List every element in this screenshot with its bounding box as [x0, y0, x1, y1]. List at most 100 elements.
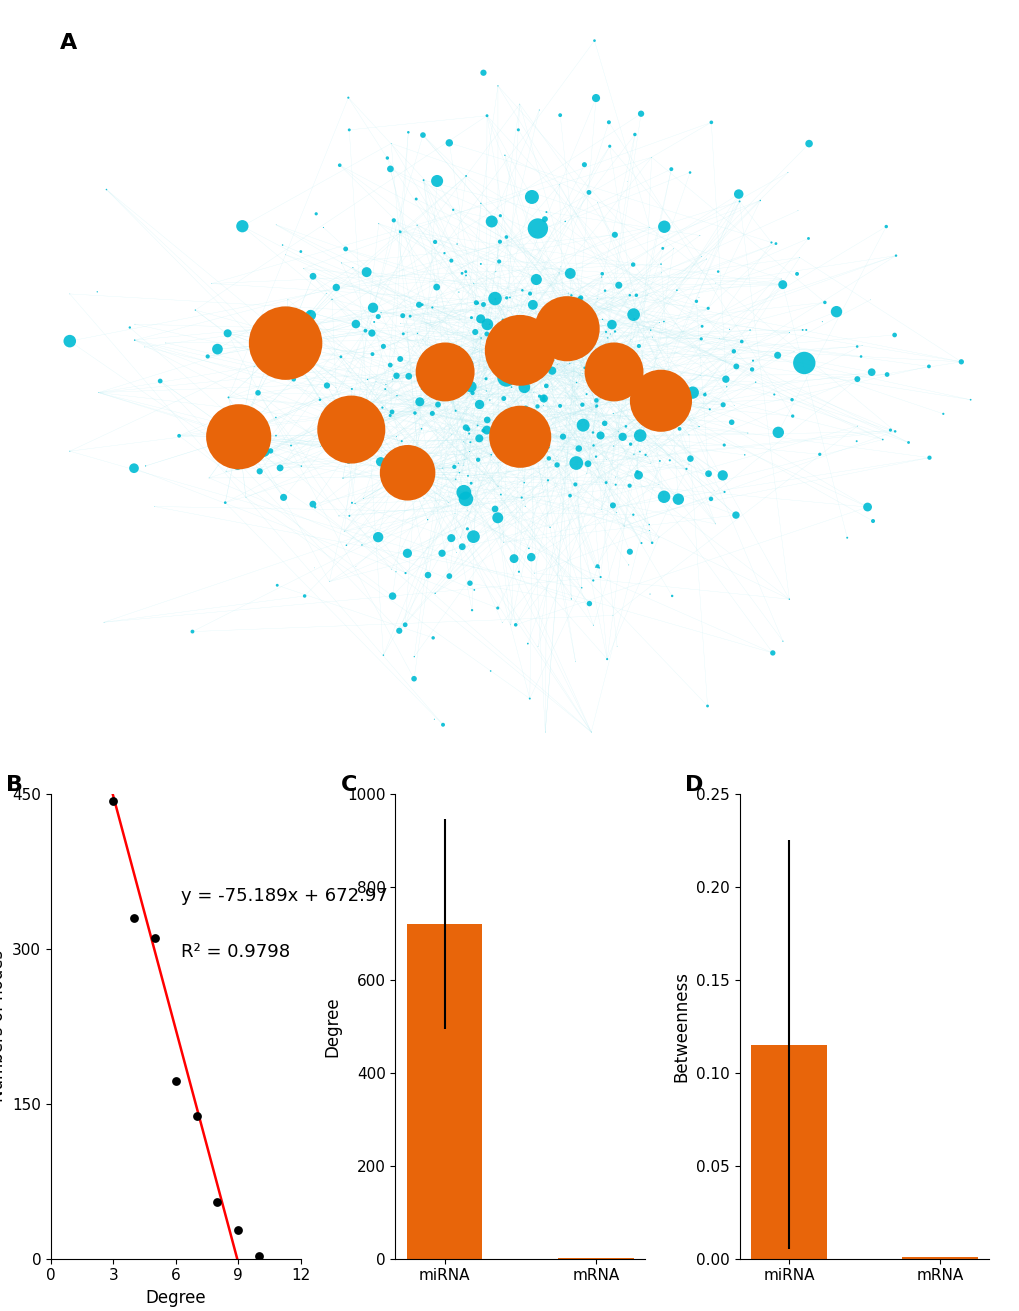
- Point: [523, 421, 539, 442]
- Point: [296, 336, 312, 357]
- Point: [319, 375, 335, 396]
- Point: [341, 506, 358, 527]
- Point: [434, 458, 450, 479]
- Point: [568, 321, 584, 342]
- Point: [596, 281, 612, 302]
- Point: [608, 502, 625, 523]
- Point: [447, 469, 464, 490]
- Point: [680, 425, 696, 446]
- Point: [343, 379, 360, 400]
- Point: [655, 311, 672, 332]
- Point: [489, 75, 505, 96]
- Point: [492, 206, 508, 227]
- Point: [586, 30, 602, 51]
- Point: [526, 562, 542, 583]
- Point: [263, 312, 279, 333]
- Point: [642, 320, 658, 341]
- Point: [717, 368, 734, 389]
- Point: [952, 351, 968, 372]
- Point: [539, 311, 555, 332]
- Point: [593, 266, 609, 287]
- Point: [628, 423, 644, 444]
- Point: [493, 612, 510, 633]
- Point: [796, 353, 812, 374]
- Point: [848, 336, 864, 357]
- Point: [397, 562, 414, 583]
- Point: [800, 134, 816, 155]
- Point: [548, 354, 565, 375]
- Point: [427, 583, 443, 604]
- Point: [289, 336, 306, 357]
- Point: [478, 105, 494, 126]
- Point: [580, 182, 596, 203]
- Point: [576, 155, 592, 176]
- Point: [409, 215, 425, 236]
- Point: [618, 416, 634, 437]
- Point: [552, 256, 569, 277]
- Point: [849, 368, 865, 389]
- Point: [535, 385, 551, 406]
- Point: [769, 422, 786, 443]
- Point: [517, 496, 533, 517]
- Point: [615, 515, 632, 536]
- Point: [440, 492, 457, 513]
- Point: [385, 210, 401, 231]
- Point: [877, 216, 894, 237]
- Point: [587, 446, 603, 467]
- Point: [498, 371, 515, 392]
- Point: [688, 291, 704, 312]
- Point: [368, 371, 384, 392]
- Point: [789, 201, 805, 222]
- Point: [678, 459, 694, 480]
- Point: [663, 586, 680, 607]
- Point: [531, 100, 547, 121]
- Point: [486, 498, 502, 519]
- Point: [454, 455, 471, 476]
- Point: [375, 336, 391, 357]
- Point: [303, 304, 319, 325]
- Point: [692, 328, 708, 349]
- Point: [540, 299, 556, 320]
- Point: [126, 907, 143, 928]
- Point: [516, 376, 532, 397]
- Point: [450, 282, 467, 303]
- Point: [370, 305, 386, 326]
- Point: [811, 444, 827, 465]
- Point: [641, 583, 657, 604]
- Point: [494, 532, 511, 553]
- Point: [512, 340, 528, 361]
- Point: [434, 714, 450, 735]
- Point: [528, 269, 544, 290]
- Point: [701, 464, 717, 485]
- Point: [469, 292, 485, 313]
- Point: [620, 380, 636, 401]
- Point: [578, 463, 594, 484]
- Point: [61, 440, 77, 461]
- Point: [559, 283, 576, 304]
- Point: [138, 455, 154, 476]
- Point: [450, 463, 467, 484]
- Point: [415, 125, 431, 146]
- Point: [592, 566, 608, 587]
- Point: [430, 359, 446, 380]
- Point: [574, 395, 590, 416]
- Point: [751, 190, 767, 211]
- X-axis label: Degree: Degree: [146, 1289, 206, 1307]
- Point: [589, 288, 605, 309]
- Point: [574, 363, 590, 384]
- Point: [610, 388, 627, 409]
- Point: [489, 476, 505, 497]
- Point: [512, 311, 528, 332]
- Point: [934, 404, 951, 425]
- Point: [568, 372, 584, 393]
- Point: [439, 387, 455, 408]
- Point: [739, 422, 755, 443]
- Point: [262, 440, 278, 461]
- Point: [487, 261, 503, 282]
- Point: [256, 440, 272, 461]
- Point: [710, 328, 727, 349]
- Point: [152, 371, 168, 392]
- Point: [496, 144, 513, 165]
- Point: [733, 332, 749, 353]
- Point: [625, 505, 641, 526]
